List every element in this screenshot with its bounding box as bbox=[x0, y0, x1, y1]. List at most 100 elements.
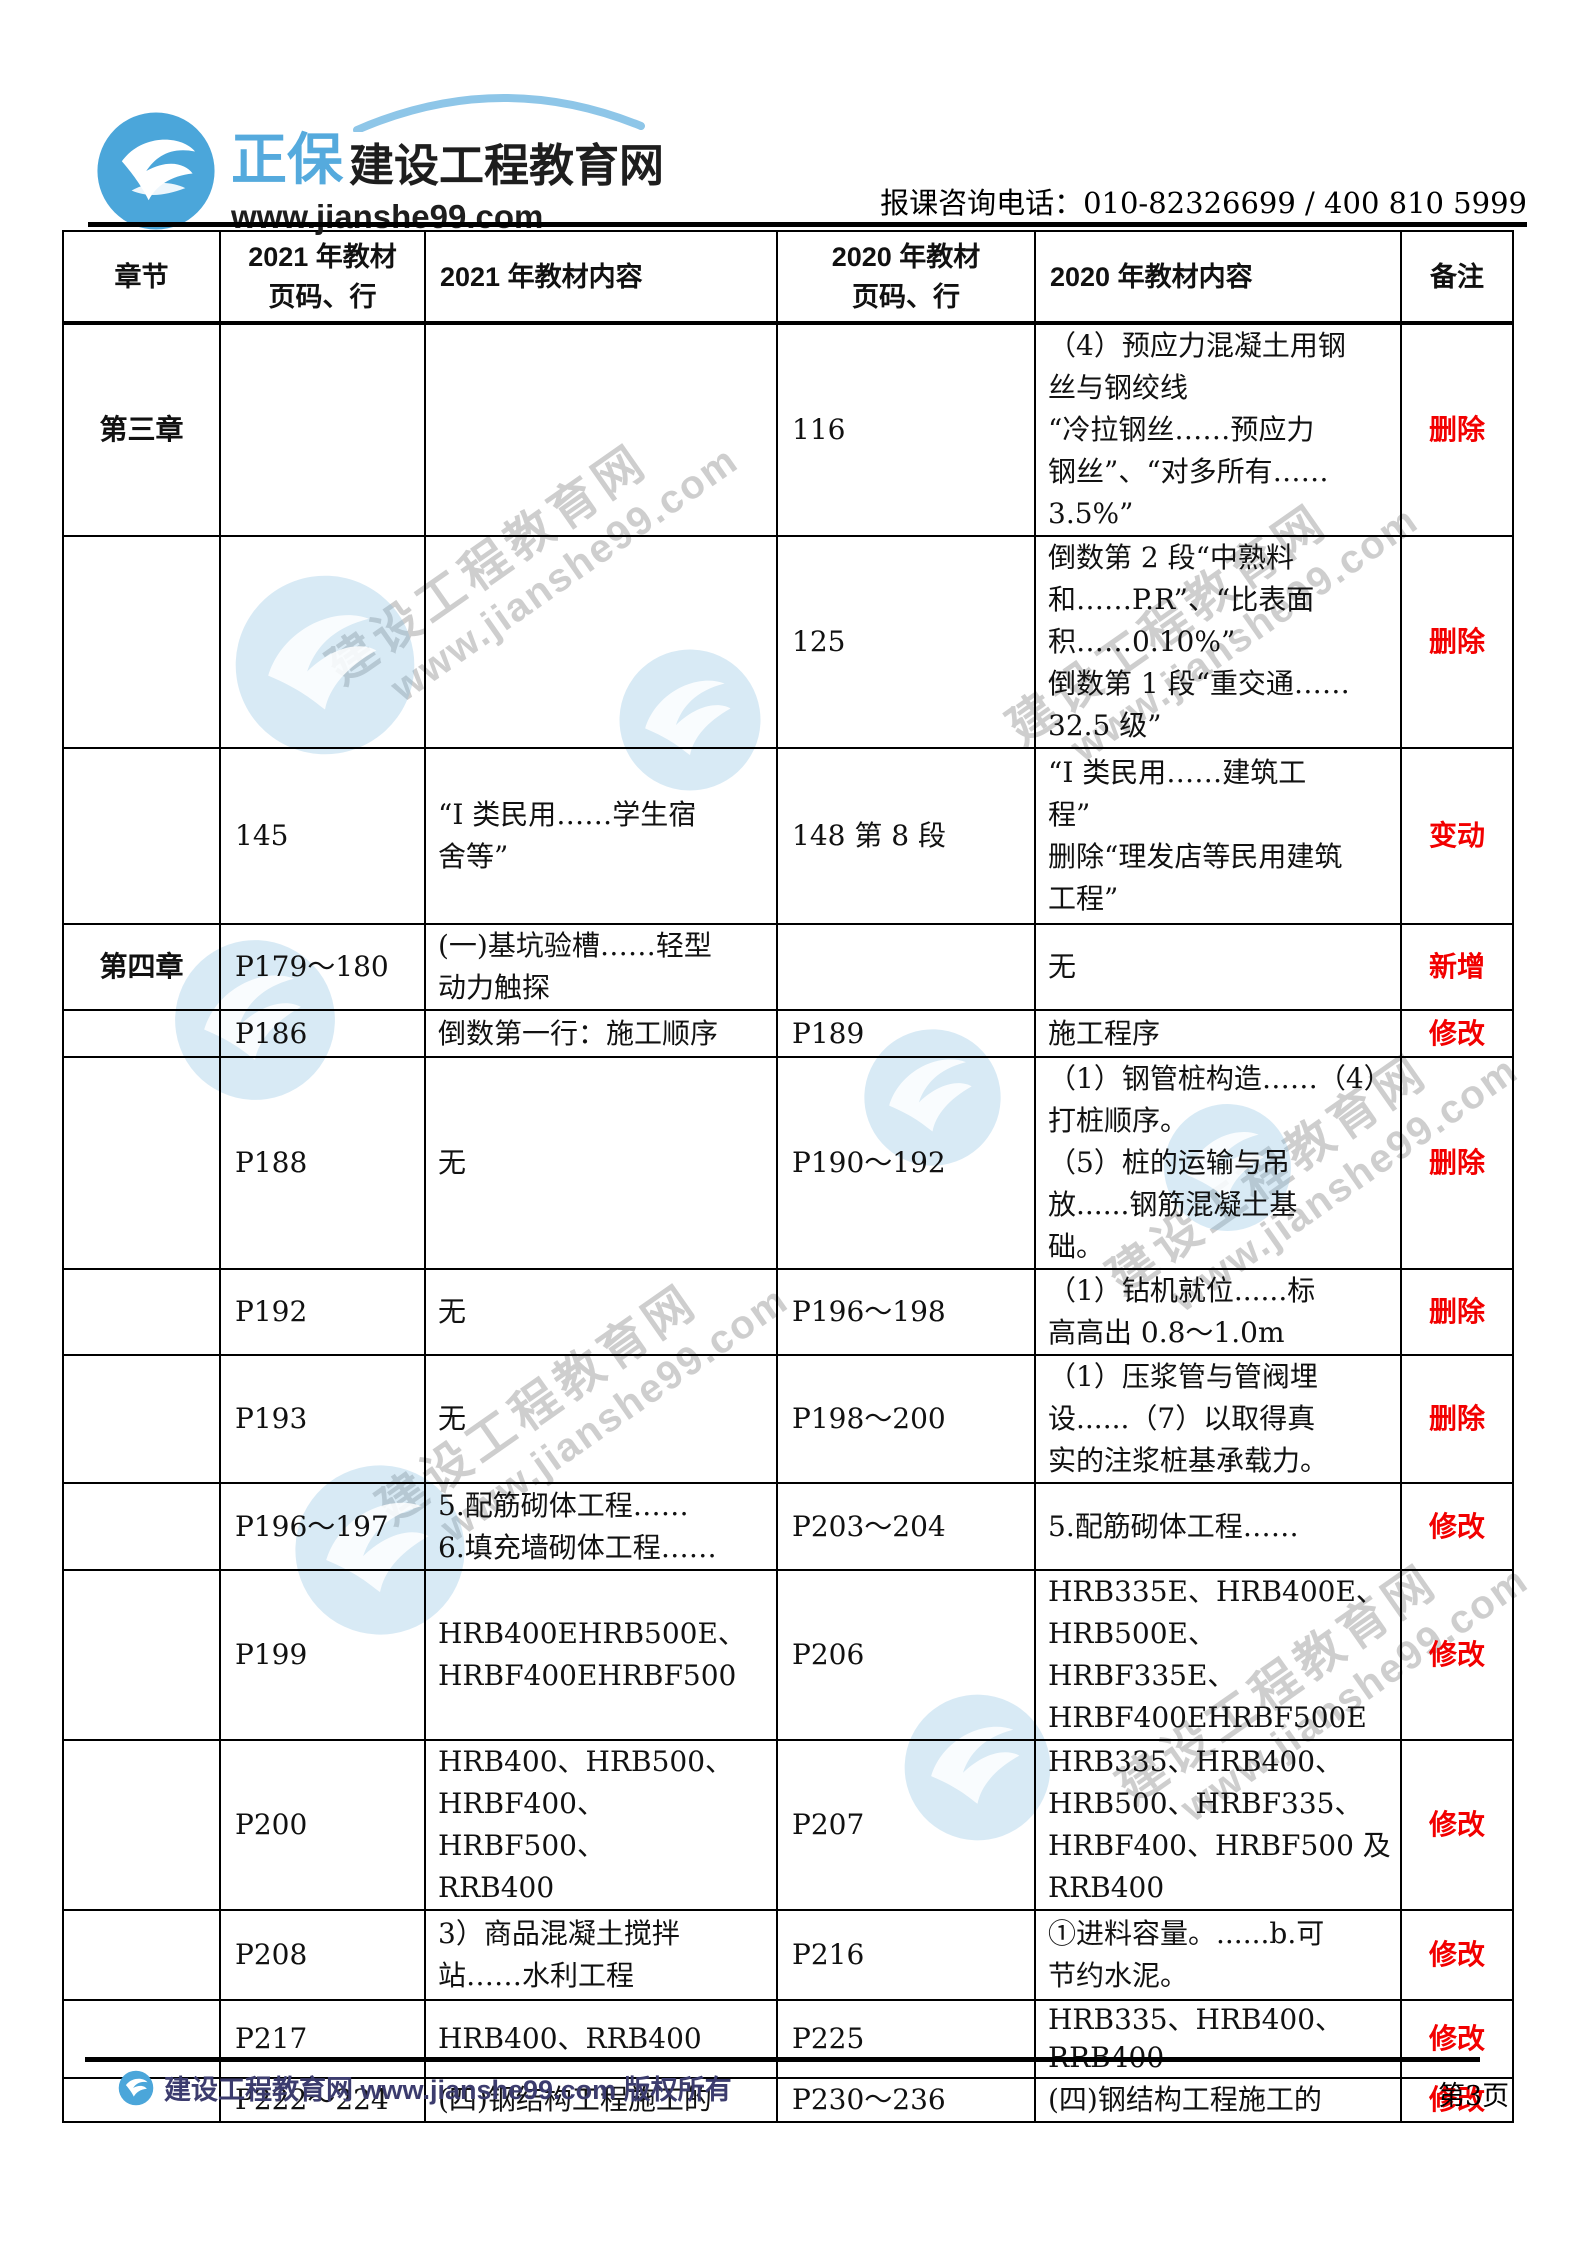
remark-cell: 修改 bbox=[1400, 1569, 1514, 1741]
table-row: 145 “I 类民用……学生宿 舍等” 148 第 8 段 “I 类民用……建筑… bbox=[62, 747, 1514, 925]
header-divider bbox=[88, 222, 1527, 227]
content-2021-cell: 无 bbox=[424, 1056, 778, 1270]
col-header-chapter: 章节 bbox=[62, 230, 221, 325]
content-2021-cell: (四)钢结构工程施工的 bbox=[424, 2077, 778, 2123]
page-2021-cell: 145 bbox=[219, 747, 426, 925]
brand-logo-icon bbox=[97, 112, 215, 230]
chapter-cell bbox=[62, 1056, 221, 1270]
chapter-cell bbox=[62, 1569, 221, 1741]
chapter-cell: 第三章 bbox=[62, 322, 221, 537]
page-2021-cell: P179～180 bbox=[219, 923, 426, 1011]
content-2020-cell: （4）预应力混凝土用钢 丝与钢绞线 “冷拉钢丝……预应力 钢丝”、“对多所有……… bbox=[1034, 322, 1402, 537]
page-2020-cell: P190～192 bbox=[776, 1056, 1036, 1270]
page-2021-cell bbox=[219, 535, 426, 749]
content-2020-cell: HRB335、HRB400、 HRB500、HRBF335、 HRBF400、H… bbox=[1034, 1739, 1402, 1911]
content-2020-cell: 施工程序 bbox=[1034, 1009, 1402, 1058]
page-footer: 建设工程教育网 www.jianshe99.com 版权所有 bbox=[118, 2068, 732, 2107]
page-2020-cell: 148 第 8 段 bbox=[776, 747, 1036, 925]
remark-cell: 删除 bbox=[1400, 535, 1514, 749]
remark-cell: 修改 bbox=[1400, 1999, 1514, 2079]
col-header-2021-content: 2021 年教材内容 bbox=[424, 230, 778, 325]
content-2020-cell: ①进料容量。......b.可 节约水泥。 bbox=[1034, 1909, 1402, 2001]
content-2020-cell: （1）钢管桩构造……（4） 打桩顺序。 （5）桩的运输与吊 放......钢筋混… bbox=[1034, 1056, 1402, 1270]
page-2021-cell: P186 bbox=[219, 1009, 426, 1058]
remark-cell: 删除 bbox=[1400, 1354, 1514, 1484]
remark-cell: 新增 bbox=[1400, 923, 1514, 1011]
page-2021-cell: P217 bbox=[219, 1999, 426, 2079]
page-2020-cell: 116 bbox=[776, 322, 1036, 537]
content-2021-cell: 3）商品混凝土搅拌 站……水利工程 bbox=[424, 1909, 778, 2001]
content-2021-cell bbox=[424, 535, 778, 749]
content-2021-cell: HRB400、RRB400 bbox=[424, 1999, 778, 2079]
chapter-cell bbox=[62, 1482, 221, 1571]
brand-name: 正保 bbox=[231, 128, 343, 191]
content-2021-cell: (一)基坑验槽……轻型 动力触探 bbox=[424, 923, 778, 1011]
page-2021-cell bbox=[219, 322, 426, 537]
content-2021-cell: HRB400EHRB500E、 HRBF400EHRBF500 bbox=[424, 1569, 778, 1741]
col-header-2020-content: 2020 年教材内容 bbox=[1034, 230, 1402, 325]
page-number: 第3页 bbox=[1438, 2081, 1510, 2112]
content-2020-cell: HRB335E、HRB400E、 HRB500E、HRBF335E、 HRBF4… bbox=[1034, 1569, 1402, 1741]
table-row: P217 HRB400、RRB400 P225 HRB335、HRB400、RR… bbox=[62, 1999, 1514, 2079]
chapter-cell: 第四章 bbox=[62, 923, 221, 1011]
table-row: P208 3）商品混凝土搅拌 站……水利工程 P216 ①进料容量。......… bbox=[62, 1909, 1514, 2001]
page-2020-cell: P216 bbox=[776, 1909, 1036, 2001]
content-2020-cell: “I 类民用……建筑工 程” 删除“理发店等民用建筑 工程” bbox=[1034, 747, 1402, 925]
site-header: 正保 建设工程教育网 www.jianshe99.com bbox=[95, 94, 664, 236]
page-2020-cell bbox=[776, 923, 1036, 1011]
col-header-2020-page: 2020 年教材 页码、行 bbox=[776, 230, 1036, 325]
content-2020-cell: （1）压浆管与管阀埋 设......（7）以取得真 实的注浆桩基承载力。 bbox=[1034, 1354, 1402, 1484]
remark-cell: 删除 bbox=[1400, 1268, 1514, 1356]
page-2021-cell: P200 bbox=[219, 1739, 426, 1911]
content-2020-cell: 倒数第 2 段“中熟料 和……P.R”、“比表面 积……0.10%” 倒数第 1… bbox=[1034, 535, 1402, 749]
col-header-remark: 备注 bbox=[1400, 230, 1514, 325]
brand-url: www.jianshe99.com bbox=[231, 198, 544, 235]
page-2021-cell: P192 bbox=[219, 1268, 426, 1356]
chapter-cell bbox=[62, 1354, 221, 1484]
page-2020-cell: P196～198 bbox=[776, 1268, 1036, 1356]
page-2020-cell: P203～204 bbox=[776, 1482, 1036, 1571]
chapter-cell bbox=[62, 747, 221, 925]
remark-cell: 删除 bbox=[1400, 1056, 1514, 1270]
content-2021-cell: “I 类民用……学生宿 舍等” bbox=[424, 747, 778, 925]
table-row: P186 倒数第一行：施工顺序 P189 施工程序 修改 bbox=[62, 1009, 1514, 1058]
page-2021-cell: P196～197 bbox=[219, 1482, 426, 1571]
page-2020-cell: P198～200 bbox=[776, 1354, 1036, 1484]
table-row: 125 倒数第 2 段“中熟料 和……P.R”、“比表面 积……0.10%” 倒… bbox=[62, 535, 1514, 749]
page-2021-cell: P208 bbox=[219, 1909, 426, 2001]
copyright-text: 建设工程教育网 www.jianshe99.com 版权所有 bbox=[164, 2075, 732, 2105]
remark-cell: 变动 bbox=[1400, 747, 1514, 925]
content-2020-cell: HRB335、HRB400、RRB400 bbox=[1034, 1999, 1402, 2079]
page-2020-cell: P230～236 bbox=[776, 2077, 1036, 2123]
footer-logo-icon bbox=[118, 2070, 154, 2105]
table-row: P188 无 P190～192 （1）钢管桩构造……（4） 打桩顺序。 （5）桩… bbox=[62, 1056, 1514, 1270]
table-row: P200 HRB400、HRB500、 HRBF400、HRBF500、 RRB… bbox=[62, 1739, 1514, 1911]
remark-cell: 删除 bbox=[1400, 322, 1514, 537]
chapter-cell bbox=[62, 1009, 221, 1058]
table-row: P192 无 P196～198 （1）钻机就位......标 高高出 0.8～1… bbox=[62, 1268, 1514, 1356]
col-header-2021-page: 2021 年教材 页码、行 bbox=[219, 230, 426, 325]
table-row: 第四章 P179～180 (一)基坑验槽……轻型 动力触探 无 新增 bbox=[62, 923, 1514, 1011]
content-2021-cell: HRB400、HRB500、 HRBF400、HRBF500、 RRB400 bbox=[424, 1739, 778, 1911]
page-2020-cell: P206 bbox=[776, 1569, 1036, 1741]
table-row: 第三章 116 （4）预应力混凝土用钢 丝与钢绞线 “冷拉钢丝……预应力 钢丝”… bbox=[62, 322, 1514, 537]
page-2020-cell: 125 bbox=[776, 535, 1036, 749]
content-2021-cell: 倒数第一行：施工顺序 bbox=[424, 1009, 778, 1058]
chapter-cell bbox=[62, 535, 221, 749]
table-row: P193 无 P198～200 （1）压浆管与管阀埋 设......（7）以取得… bbox=[62, 1354, 1514, 1484]
remark-cell: 修改 bbox=[1400, 1009, 1514, 1058]
content-2021-cell: 无 bbox=[424, 1268, 778, 1356]
page-2021-cell: P188 bbox=[219, 1056, 426, 1270]
footer-divider bbox=[85, 2057, 1480, 2062]
content-2020-cell: (四)钢结构工程施工的 bbox=[1034, 2077, 1402, 2123]
chapter-cell bbox=[62, 1268, 221, 1356]
phone-consult-line: 报课咨询电话：010-82326699 / 400 810 5999 bbox=[880, 186, 1527, 220]
page-2021-cell: P193 bbox=[219, 1354, 426, 1484]
table-row: P199 HRB400EHRB500E、 HRBF400EHRBF500 P20… bbox=[62, 1569, 1514, 1741]
page-2021-cell: P199 bbox=[219, 1569, 426, 1741]
content-2020-cell: 5.配筋砌体工程…… bbox=[1034, 1482, 1402, 1571]
remark-cell: 修改 bbox=[1400, 2077, 1514, 2123]
remark-cell: 修改 bbox=[1400, 1909, 1514, 2001]
page-2020-cell: P225 bbox=[776, 1999, 1036, 2079]
chapter-cell bbox=[62, 1739, 221, 1911]
